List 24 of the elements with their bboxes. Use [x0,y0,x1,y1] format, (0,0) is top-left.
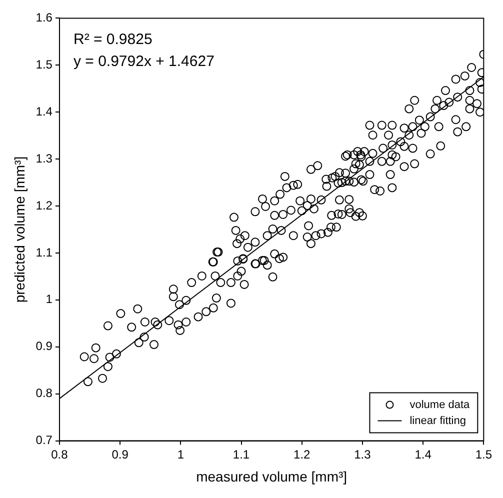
x-tick-label: 1.5 [475,447,492,462]
x-tick-label: 1.4 [414,447,432,462]
x-tick-label: 0.9 [112,447,129,462]
y-tick-label: 0.7 [36,433,53,448]
y-tick-label: 1.6 [36,10,53,25]
legend-label: linear fitting [410,414,466,427]
y-tick-label: 1.1 [36,245,53,260]
y-tick-label: 1.4 [36,104,53,118]
y-tick-label: 0.8 [36,386,53,400]
x-tick-label: 1.3 [354,447,372,462]
legend-label: volume data [410,398,471,411]
y-tick-label: 1.5 [36,57,53,72]
x-axis-title: measured volume [mm³] [196,468,348,484]
x-tick-label: 1.1 [232,447,250,462]
x-tick-label: 0.8 [51,447,68,462]
y-tick-label: 1.3 [36,151,53,166]
x-tick-label: 1 [177,447,184,462]
annotation: y = 0.9792x + 1.4627 [73,52,214,70]
annotation: R² = 0.9825 [73,30,152,48]
x-tick-label: 1.2 [294,447,311,462]
y-axis-title: predicted volume [mm³] [11,156,28,303]
y-tick-label: 1 [46,292,53,306]
y-tick-label: 1.2 [36,198,53,212]
y-tick-label: 0.9 [36,339,53,354]
